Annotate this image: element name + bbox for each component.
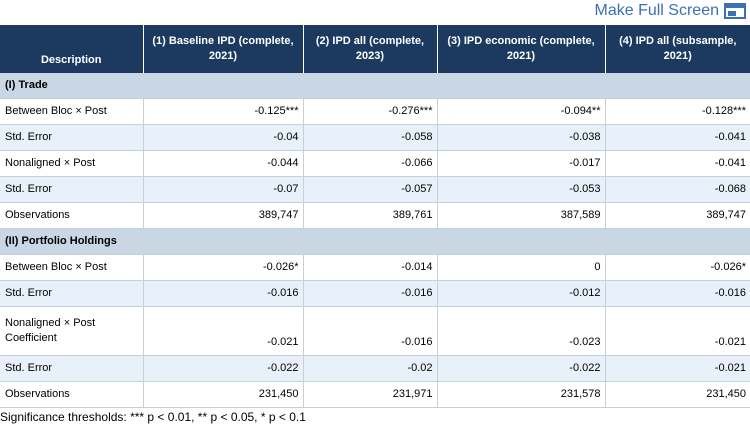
table-row: Between Bloc × Post -0.125*** -0.276*** … <box>0 98 750 125</box>
table-cell: -0.128*** <box>604 98 750 125</box>
table-cell: -0.016 <box>142 280 303 307</box>
header-description: Description <box>0 25 143 73</box>
table-cell: 389,761 <box>302 202 437 229</box>
table-cell: -0.021 <box>604 306 750 356</box>
fullscreen-icon <box>724 3 746 19</box>
table-cell: -0.02 <box>302 355 437 382</box>
row-label: Std. Error <box>0 355 143 382</box>
table-row: Nonaligned × Post -0.044 -0.066 -0.017 -… <box>0 150 750 177</box>
table-cell: -0.023 <box>436 306 605 356</box>
table-cell: -0.021 <box>142 306 303 356</box>
header-col-4: (4) IPD all (subsample, 2021) <box>604 25 750 73</box>
table-cell: -0.022 <box>142 355 303 382</box>
header-col-3: (3) IPD economic (complete, 2021) <box>436 25 605 73</box>
table-cell: -0.041 <box>604 124 750 151</box>
table-cell: -0.026* <box>142 254 303 281</box>
table-row: Std. Error -0.016 -0.016 -0.012 -0.016 <box>0 280 750 307</box>
results-table: Description (1) Baseline IPD (complete, … <box>0 25 750 408</box>
table-cell: -0.017 <box>436 150 605 177</box>
table-cell: 231,578 <box>436 381 605 408</box>
table-row: Std. Error -0.04 -0.058 -0.038 -0.041 <box>0 124 750 151</box>
table-cell: -0.125*** <box>142 98 303 125</box>
row-label: Std. Error <box>0 124 143 151</box>
table-cell: 231,450 <box>142 381 303 408</box>
table-cell: -0.057 <box>302 176 437 203</box>
table-cell: -0.016 <box>604 280 750 307</box>
table-cell: -0.053 <box>436 176 605 203</box>
table-cell: 389,747 <box>142 202 303 229</box>
row-label: Std. Error <box>0 280 143 307</box>
section-title: (I) Trade <box>0 73 750 99</box>
table-row: Nonaligned × Post Coefficient -0.021 -0.… <box>0 306 750 356</box>
table-cell: 231,971 <box>302 381 437 408</box>
row-label: Between Bloc × Post <box>0 254 143 281</box>
table-cell: -0.022 <box>436 355 605 382</box>
table-cell: -0.068 <box>604 176 750 203</box>
table-row: Std. Error -0.07 -0.057 -0.053 -0.068 <box>0 176 750 203</box>
table-row: Observations 389,747 389,761 387,589 389… <box>0 202 750 229</box>
table-cell: -0.066 <box>302 150 437 177</box>
table-cell: -0.058 <box>302 124 437 151</box>
table-cell: 231,450 <box>604 381 750 408</box>
table-cell: -0.021 <box>604 355 750 382</box>
table-cell: -0.041 <box>604 150 750 177</box>
row-label: Nonaligned × Post <box>0 150 143 177</box>
row-label: Std. Error <box>0 176 143 203</box>
table-cell: -0.014 <box>302 254 437 281</box>
header-row: Description (1) Baseline IPD (complete, … <box>0 25 750 73</box>
section-title: (II) Portfolio Holdings <box>0 228 750 255</box>
table-cell: -0.026* <box>604 254 750 281</box>
table-cell: 389,747 <box>604 202 750 229</box>
make-full-screen-label: Make Full Screen <box>594 2 720 19</box>
table-cell: 0 <box>436 254 605 281</box>
row-label: Between Bloc × Post <box>0 98 143 125</box>
table-cell: -0.094** <box>436 98 605 125</box>
table-cell: -0.038 <box>436 124 605 151</box>
row-label: Observations <box>0 202 143 229</box>
table-cell: -0.276*** <box>302 98 437 125</box>
significance-footnote: Significance thresholds: *** p < 0.01, *… <box>0 410 306 424</box>
section-row-trade: (I) Trade <box>0 73 750 99</box>
table-row: Between Bloc × Post -0.026* -0.014 0 -0.… <box>0 254 750 281</box>
table-cell: -0.044 <box>142 150 303 177</box>
header-col-1: (1) Baseline IPD (complete, 2021) <box>142 25 303 73</box>
section-row-portfolio: (II) Portfolio Holdings <box>0 228 750 255</box>
header-col-2: (2) IPD all (complete, 2023) <box>302 25 437 73</box>
table-cell: -0.016 <box>302 306 437 356</box>
make-full-screen-button[interactable]: Make Full Screen <box>594 1 746 21</box>
table-row: Std. Error -0.022 -0.02 -0.022 -0.021 <box>0 355 750 382</box>
table-cell: -0.04 <box>142 124 303 151</box>
table-cell: 387,589 <box>436 202 605 229</box>
table-cell: -0.016 <box>302 280 437 307</box>
table-cell: -0.012 <box>436 280 605 307</box>
table-cell: -0.07 <box>142 176 303 203</box>
row-label: Observations <box>0 381 143 408</box>
table-row: Observations 231,450 231,971 231,578 231… <box>0 381 750 408</box>
toolbar: Make Full Screen <box>0 0 750 24</box>
row-label: Nonaligned × Post Coefficient <box>0 306 143 356</box>
